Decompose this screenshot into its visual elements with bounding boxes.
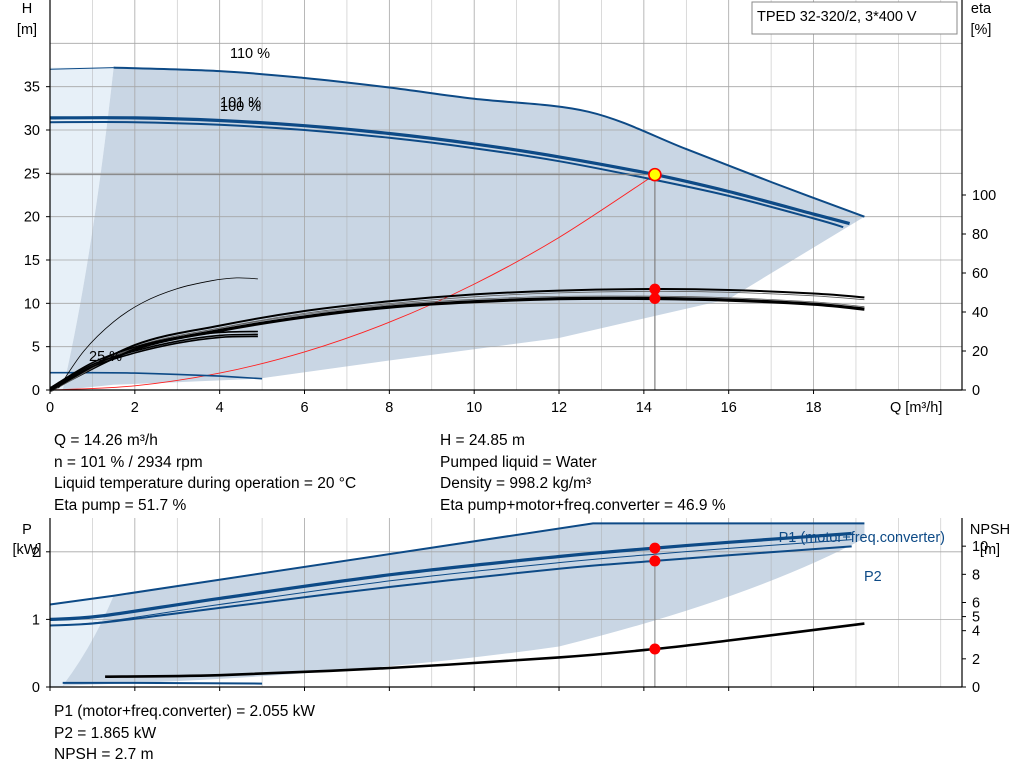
info-temperature: Liquid temperature during operation = 20… — [54, 475, 357, 492]
y-right-unit: [%] — [971, 22, 992, 38]
x-axis-label: Q [m³/h] — [890, 400, 942, 416]
p1-curve-110 — [49, 522, 865, 606]
y-left-unit: [m] — [17, 22, 37, 38]
power-tick-label-1: 1 — [32, 612, 40, 628]
eta-tick-label-60: 60 — [972, 266, 988, 282]
curve-label-100: 100 % — [220, 99, 261, 115]
y-tick-label-30: 30 — [24, 123, 40, 139]
info-eta-total: Eta pump+motor+freq.converter = 46.9 % — [440, 496, 726, 514]
info-speed: n = 101 % / 2934 rpm — [54, 453, 203, 471]
operating-info-right: H = 24.85 m Pumped liquid = Water Densit… — [440, 430, 726, 516]
info-npsh: NPSH = 2.7 m — [54, 746, 154, 763]
p1-curve-25 — [62, 681, 263, 685]
x-tick-label-12: 12 — [551, 400, 567, 416]
x-tick-label-4: 4 — [216, 400, 224, 416]
npsh-tick-label-0: 0 — [972, 680, 980, 696]
y-tick-label-0: 0 — [32, 383, 40, 399]
eta-pump-point — [649, 283, 661, 295]
npsh-axis-unit: [m] — [980, 542, 1000, 558]
p1-point — [649, 542, 661, 554]
info-density: Density = 998.2 kg/m³ — [440, 475, 592, 492]
power-envelope — [62, 523, 865, 686]
eta-tick-label-0: 0 — [972, 383, 980, 399]
qh-plot: 0 2 4 6 8 10 12 14 16 18 0 5 10 15 20 25 30 35 0 20 40 60 80 10… — [17, 0, 996, 416]
qh-curve-110 — [113, 66, 865, 218]
npsh-tick-label-5: 5 — [972, 610, 980, 626]
npsh-tick-label-8: 8 — [972, 567, 980, 583]
qh-curve-110-start — [49, 67, 114, 70]
p1-curve — [49, 531, 852, 621]
qh-curve-100 — [49, 121, 844, 229]
eta-curve-low-speed — [49, 333, 258, 389]
info-eta-pump: Eta pump = 51.7 % — [54, 496, 187, 514]
system-curve — [49, 174, 656, 391]
p1-curve-fine — [49, 539, 852, 626]
curve-label-101: 101 % — [220, 95, 261, 111]
eta-tick-label-20: 20 — [972, 344, 988, 360]
power-info: P1 (motor+freq.converter) = 2.055 kW P2 … — [54, 701, 315, 766]
curve-label-25: 25 % — [89, 349, 122, 365]
power-grid — [50, 518, 962, 687]
operating-info-left: Q = 14.26 m³/h n = 101 % / 2934 rpm Liqu… — [54, 430, 356, 516]
power-axis-label: P — [22, 522, 32, 538]
npsh-tick-label-10: 10 — [972, 539, 988, 555]
y-tick-label-5: 5 — [32, 340, 40, 356]
eta-curve-110 — [49, 287, 865, 391]
curve-label-110: 110 % — [230, 46, 270, 62]
npsh-tick-label-4: 4 — [972, 624, 980, 640]
operating-envelope — [62, 67, 865, 390]
eta-curve-low-speed — [49, 335, 258, 389]
y-right-label: eta — [971, 1, 992, 17]
x-tick-label-2: 2 — [131, 400, 139, 416]
eta-tick-label-100: 100 — [972, 188, 996, 204]
y-tick-label-35: 35 — [24, 80, 40, 96]
npsh-tick-label-2: 2 — [972, 652, 980, 668]
x-tick-label-6: 6 — [300, 400, 308, 416]
power-axis-unit: [kW] — [13, 542, 42, 558]
legend-p1: P1 (motor+freq.converter) — [779, 530, 945, 546]
eta-tick-label-80: 80 — [972, 227, 988, 243]
legend-p2: P2 — [864, 569, 882, 585]
p2-curve — [49, 545, 852, 627]
info-liquid: Pumped liquid = Water — [440, 453, 597, 471]
eta-curve-low-speed — [49, 330, 258, 389]
low-flow-region — [50, 67, 114, 390]
npsh-point — [649, 643, 661, 655]
eta-curve-25 — [58, 277, 258, 389]
x-tick-label-10: 10 — [466, 400, 482, 416]
power-tick-label-0: 0 — [32, 680, 40, 696]
x-tick-label-16: 16 — [721, 400, 737, 416]
qh-curve-101 — [49, 116, 851, 226]
power-tick-label-2: 2 — [32, 545, 40, 561]
duty-point — [648, 167, 662, 182]
info-p2: P2 = 1.865 kW — [54, 724, 157, 742]
y-tick-label-20: 20 — [24, 210, 40, 226]
y-left-label: H — [22, 1, 32, 17]
x-tick-label-14: 14 — [636, 400, 652, 416]
npsh-tick-label-6: 6 — [972, 596, 980, 612]
y-tick-label-10: 10 — [24, 296, 40, 312]
title-box: TPED 32-320/2, 3*400 V — [751, 1, 958, 35]
x-tick-label-18: 18 — [805, 400, 821, 416]
eta-curve-101-fine — [49, 295, 865, 389]
eta-total-point — [649, 293, 661, 305]
p2-point — [649, 555, 661, 567]
info-flow: Q = 14.26 m³/h — [54, 432, 158, 449]
x-tick-label-8: 8 — [385, 400, 393, 416]
y-tick-label-25: 25 — [24, 166, 40, 182]
eta-tick-label-40: 40 — [972, 305, 988, 321]
info-head: H = 24.85 m — [440, 432, 525, 449]
y-tick-label-15: 15 — [24, 253, 40, 269]
pump-title: TPED 32-320/2, 3*400 V — [757, 9, 917, 25]
npsh-axis-label: NPSH — [970, 522, 1010, 538]
x-tick-label-0: 0 — [46, 400, 54, 416]
power-plot: 0 1 2 0 2 456 8 10 P [kW] NPSH [m] P1 (motor+fr… — [13, 518, 1010, 696]
qh-curve-25 — [49, 371, 263, 380]
info-p1: P1 (motor+freq.converter) = 2.055 kW — [54, 703, 316, 720]
npsh-curve — [105, 622, 865, 678]
